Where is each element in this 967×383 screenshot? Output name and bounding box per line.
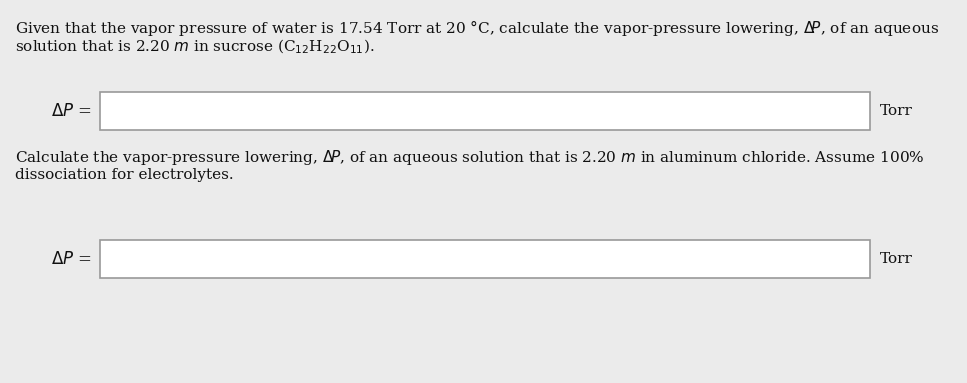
Bar xyxy=(100,92,870,130)
Text: Torr: Torr xyxy=(880,252,913,266)
Text: dissociation for electrolytes.: dissociation for electrolytes. xyxy=(15,168,234,182)
Text: $\Delta P$ =: $\Delta P$ = xyxy=(51,103,92,119)
Text: solution that is 2.20 $\mathit{m}$ in sucrose (C$_{12}$H$_{22}$O$_{11}$).: solution that is 2.20 $\mathit{m}$ in su… xyxy=(15,38,374,56)
Text: $\Delta P$ =: $\Delta P$ = xyxy=(51,250,92,267)
Text: Torr: Torr xyxy=(880,104,913,118)
Bar xyxy=(100,240,870,278)
Text: Calculate the vapor-pressure lowering, $\Delta\!\mathit{P}$, of an aqueous solut: Calculate the vapor-pressure lowering, $… xyxy=(15,148,924,167)
Text: Given that the vapor pressure of water is 17.54 Torr at 20 $\degree$C, calculate: Given that the vapor pressure of water i… xyxy=(15,18,939,38)
